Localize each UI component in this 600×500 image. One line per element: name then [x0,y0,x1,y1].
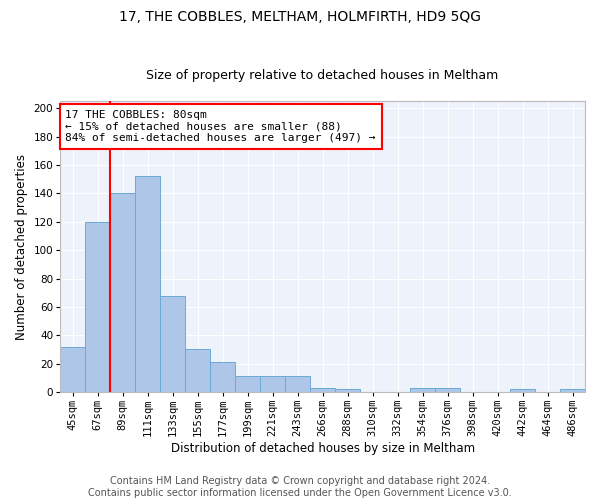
Bar [410,388,435,392]
Bar [335,389,360,392]
Bar [160,296,185,392]
Bar [135,176,160,392]
Text: 17 THE COBBLES: 80sqm
← 15% of detached houses are smaller (88)
84% of semi-deta: 17 THE COBBLES: 80sqm ← 15% of detached … [65,110,376,143]
Bar [510,389,535,392]
Y-axis label: Number of detached properties: Number of detached properties [15,154,28,340]
Bar [85,222,110,392]
Text: Contains HM Land Registry data © Crown copyright and database right 2024.
Contai: Contains HM Land Registry data © Crown c… [88,476,512,498]
Bar [185,350,210,392]
Bar [235,376,260,392]
Bar [560,389,585,392]
Bar [310,388,335,392]
Bar [285,376,310,392]
Bar [210,362,235,392]
Bar [260,376,285,392]
X-axis label: Distribution of detached houses by size in Meltham: Distribution of detached houses by size … [170,442,475,455]
Bar [435,388,460,392]
Title: Size of property relative to detached houses in Meltham: Size of property relative to detached ho… [146,69,499,82]
Text: 17, THE COBBLES, MELTHAM, HOLMFIRTH, HD9 5QG: 17, THE COBBLES, MELTHAM, HOLMFIRTH, HD9… [119,10,481,24]
Bar [60,346,85,392]
Bar [110,194,135,392]
